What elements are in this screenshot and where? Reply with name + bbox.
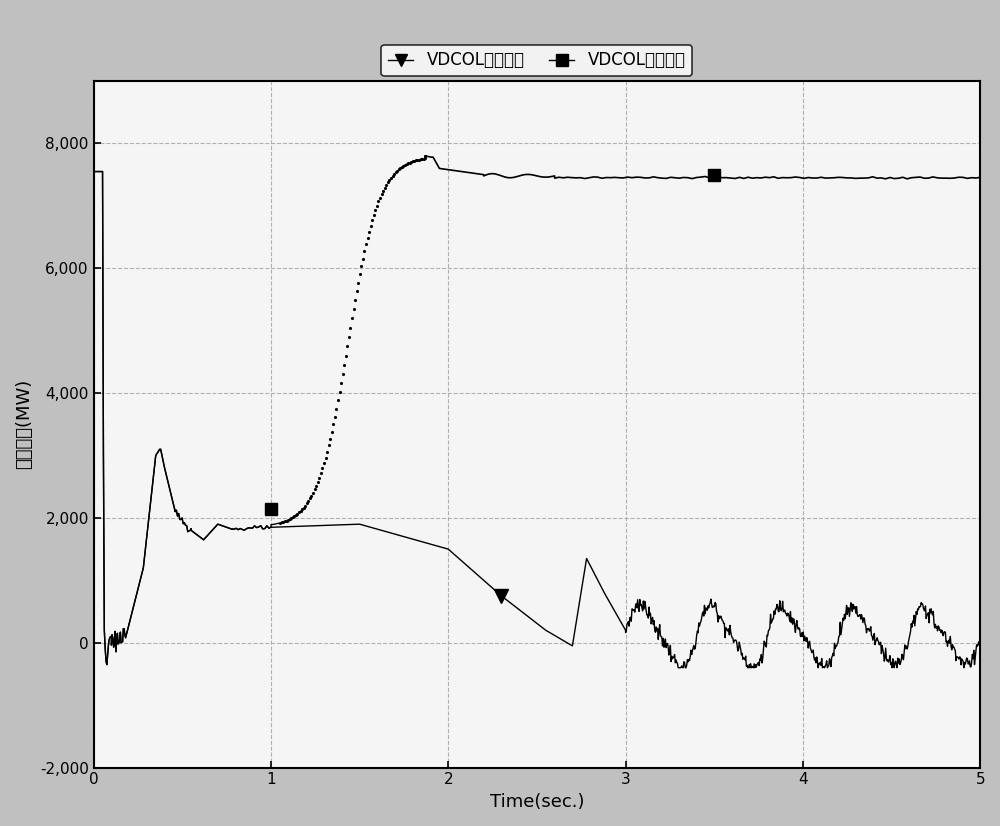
Y-axis label: 直流功率(MW): 直流功率(MW)	[15, 379, 33, 469]
Legend: VDCOL初始参数, VDCOL优化参数: VDCOL初始参数, VDCOL优化参数	[381, 45, 692, 76]
X-axis label: Time(sec.): Time(sec.)	[490, 793, 584, 811]
